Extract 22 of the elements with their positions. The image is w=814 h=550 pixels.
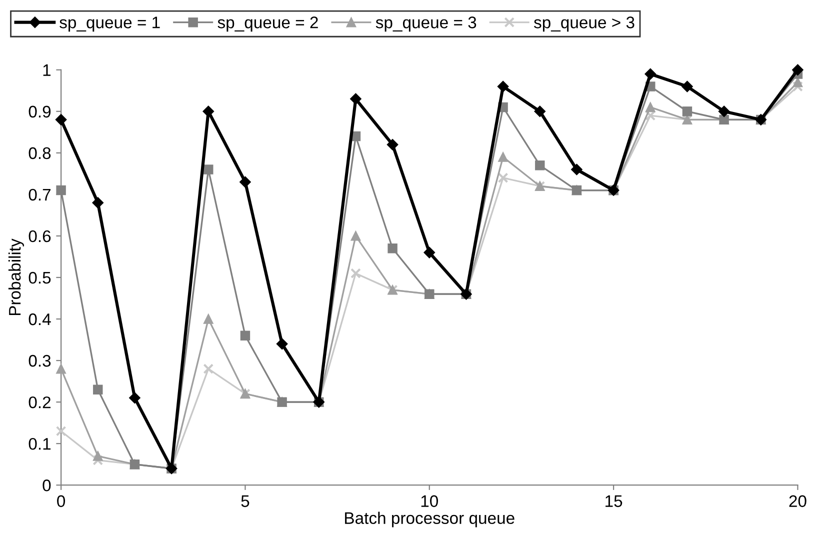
- y-tick-label: 1: [43, 64, 51, 76]
- x-tick-label: 5: [241, 495, 250, 508]
- y-tick-label: 0.6: [28, 230, 51, 242]
- y-axis-title: Probability: [8, 238, 24, 316]
- legend-label: sp_queue = 1: [60, 16, 160, 32]
- y-tick-label: 0.7: [28, 188, 50, 201]
- y-tick-label: 0.8: [28, 147, 51, 160]
- y-tick-label: 0.9: [28, 106, 51, 118]
- y-tick-label: 0.4: [28, 313, 51, 326]
- y-tick-label: 0.2: [28, 396, 50, 408]
- x-tick-label: 10: [421, 495, 438, 508]
- x-tick-label: 20: [789, 495, 806, 508]
- y-tick-label: 0.1: [28, 438, 51, 450]
- y-tick-label: 0.3: [28, 354, 51, 367]
- y-tick-label: 0: [42, 480, 51, 492]
- x-tick-label: 15: [606, 495, 622, 508]
- y-tick-label: 0.5: [28, 272, 51, 284]
- legend-label: sp_queue = 2: [218, 16, 318, 32]
- legend-label: sp_queue = 3: [376, 16, 476, 32]
- x-tick-label: 0: [57, 495, 66, 508]
- x-axis-title: Batch processor queue: [345, 512, 514, 528]
- legend-label: sp_queue > 3: [534, 16, 634, 32]
